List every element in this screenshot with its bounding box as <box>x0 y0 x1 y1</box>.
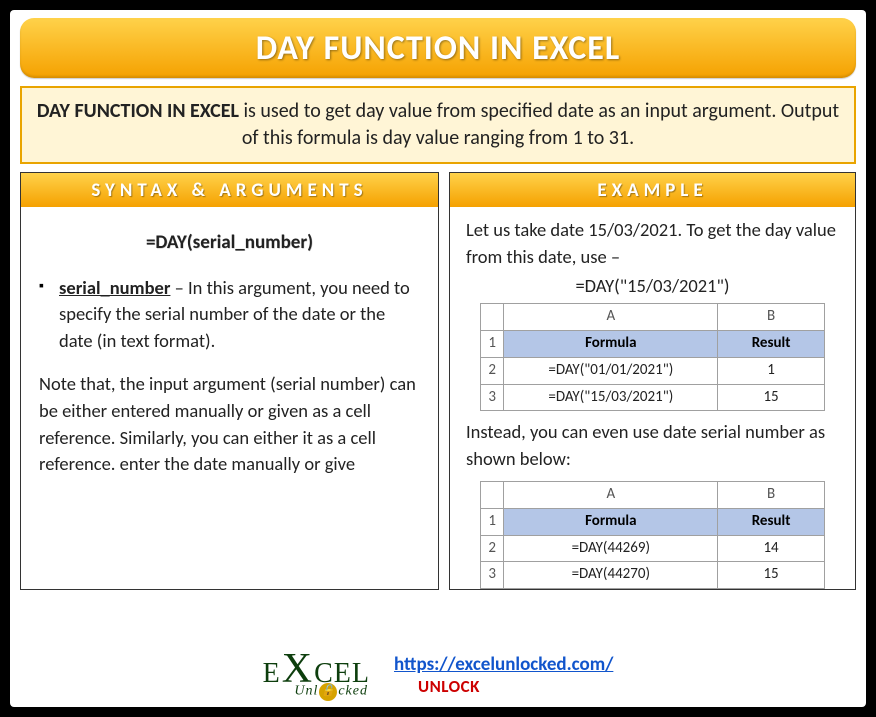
summary-rest: is used to get day value from specified … <box>239 99 839 150</box>
example-column: EXAMPLE Let us take date 15/03/2021. To … <box>449 172 856 590</box>
table-head: Formula <box>504 508 718 535</box>
footer-text: https://excelunlocked.com/ UNLOCK <box>394 653 613 698</box>
table-head: Formula <box>504 331 718 358</box>
syntax-body: =DAY(serial_number) serial_number – In t… <box>21 207 438 589</box>
argument-item: serial_number – In this argument, you ne… <box>59 275 422 355</box>
row-number: 2 <box>480 357 504 384</box>
page-title: DAY FUNCTION IN EXCEL <box>256 28 620 69</box>
table-head: Result <box>718 331 825 358</box>
table-head: Result <box>718 508 825 535</box>
table-cell: =DAY("01/01/2021") <box>504 357 718 384</box>
row-number: 3 <box>480 562 504 589</box>
logo-top: EXCEL <box>263 652 370 686</box>
argument-name: serial_number <box>59 276 170 299</box>
table-cell: 1 <box>718 357 825 384</box>
table-cell: 15 <box>718 562 825 589</box>
table-cell: 14 <box>718 535 825 562</box>
row-number: 1 <box>480 508 504 535</box>
syntax-formula: =DAY(serial_number) <box>37 229 422 257</box>
summary-box: DAY FUNCTION IN EXCEL is used to get day… <box>20 86 856 164</box>
logo-letter: E <box>263 662 281 686</box>
syntax-header: SYNTAX & ARGUMENTS <box>21 173 438 207</box>
excel-table-2: A B 1 Formula Result 2 =DAY(44269) 14 <box>480 481 825 589</box>
logo-letter: cked <box>338 683 368 698</box>
columns: SYNTAX & ARGUMENTS =DAY(serial_number) s… <box>20 172 856 590</box>
footer-link[interactable]: https://excelunlocked.com/ <box>394 653 613 677</box>
table-corner <box>480 304 504 331</box>
argument-list: serial_number – In this argument, you ne… <box>37 275 422 355</box>
logo-letter: Unl <box>294 683 318 698</box>
example-header: EXAMPLE <box>450 173 855 207</box>
summary-strong: DAY FUNCTION IN EXCEL <box>37 99 239 123</box>
syntax-column: SYNTAX & ARGUMENTS =DAY(serial_number) s… <box>20 172 439 590</box>
brand-logo: EXCEL Unl🔓cked <box>263 652 370 698</box>
example-formula-1: =DAY("15/03/2021") <box>466 273 839 300</box>
table-corner <box>480 482 504 509</box>
table-cell: =DAY("15/03/2021") <box>504 384 718 411</box>
logo-bottom: Unl🔓cked <box>294 683 368 698</box>
col-letter: B <box>718 482 825 509</box>
keyhole-icon: 🔓 <box>319 683 337 701</box>
table-cell: =DAY(44270) <box>504 562 718 589</box>
infographic-canvas: DAY FUNCTION IN EXCEL DAY FUNCTION IN EX… <box>10 10 866 707</box>
col-letter: A <box>504 482 718 509</box>
example-para-2: Instead, you can even use date serial nu… <box>466 419 839 473</box>
example-body: Let us take date 15/03/2021. To get the … <box>450 207 855 605</box>
table-cell: =DAY(44269) <box>504 535 718 562</box>
excel-table-1: A B 1 Formula Result 2 =DAY("01/01/2021"… <box>480 303 825 411</box>
row-number: 2 <box>480 535 504 562</box>
footer-unlock: UNLOCK <box>418 676 613 697</box>
col-letter: A <box>504 304 718 331</box>
title-bar: DAY FUNCTION IN EXCEL <box>20 18 856 78</box>
syntax-note: Note that, the input argument (serial nu… <box>37 371 422 478</box>
example-para-1: Let us take date 15/03/2021. To get the … <box>466 217 839 271</box>
row-number: 3 <box>480 384 504 411</box>
footer: EXCEL Unl🔓cked https://excelunlocked.com… <box>10 647 866 703</box>
row-number: 1 <box>480 331 504 358</box>
table-cell: 15 <box>718 384 825 411</box>
col-letter: B <box>718 304 825 331</box>
